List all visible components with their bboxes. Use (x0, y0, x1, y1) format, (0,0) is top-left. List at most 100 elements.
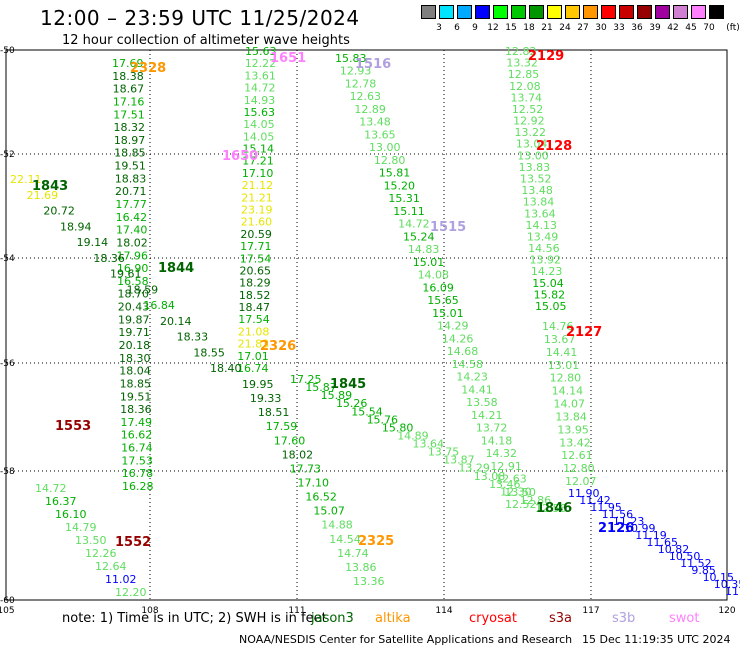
wave-height-reading: 15.76 (367, 413, 399, 426)
wave-height-reading: 14.76 (542, 320, 574, 333)
wave-height-reading: 12.52 (512, 103, 544, 116)
scale-swatch (547, 5, 562, 19)
wave-height-reading: 14.41 (461, 383, 493, 396)
wave-height-reading: 18.94 (60, 220, 92, 233)
wave-height-reading: 17.51 (113, 108, 145, 121)
wave-height-reading: 15.63 (243, 106, 275, 119)
wave-height-reading: 12.93 (340, 65, 372, 78)
scale-label: 3 (436, 23, 442, 33)
pass-time-label: 1846 (536, 501, 572, 516)
page-subtitle: 12 hour collection of altimeter wave hei… (62, 33, 350, 48)
wave-height-reading: 13.64 (413, 438, 445, 451)
wave-height-reading: 10.99 (624, 522, 656, 535)
scale-label: 42 (667, 23, 679, 33)
wave-height-reading: 18.36 (120, 403, 152, 416)
wave-height-reading: 21.21 (241, 191, 272, 204)
footer-note: note: 1) Time is in UTC; 2) SWH is in fe… (62, 611, 327, 626)
wave-height-reading: 12.64 (95, 560, 127, 573)
wave-height-reading: 14.29 (437, 320, 469, 333)
wave-height-reading: 18.47 (239, 301, 270, 314)
scale-label: 33 (613, 23, 625, 33)
scale-label: 6 (454, 23, 460, 33)
wave-height-reading: 15.26 (336, 397, 368, 410)
pass-time-label: 1650 (222, 149, 258, 164)
wave-height-reading: 18.59 (127, 283, 158, 296)
wave-height-reading: 18.85 (114, 147, 146, 160)
pass-time-label: 1553 (55, 419, 91, 434)
latitude-label: -58 (0, 467, 15, 477)
scale-label: 27 (577, 23, 589, 33)
wave-height-reading: 14.05 (243, 130, 275, 143)
pass-time-label: 1515 (430, 220, 466, 235)
wave-height-reading: 21.60 (241, 216, 273, 229)
scale-label: 9 (472, 23, 478, 33)
wave-height-reading: 17.54 (238, 313, 270, 326)
wave-height-reading: 15.11 (393, 205, 425, 218)
wave-height-reading: 18.32 (114, 121, 146, 134)
wave-height-reading: 21.69 (27, 189, 58, 202)
wave-height-reading: 14.72 (35, 482, 67, 495)
wave-height-reading: 12.63 (495, 473, 527, 486)
wave-height-reading: 13.95 (557, 423, 589, 436)
wave-height-reading: 20.18 (119, 339, 150, 352)
scale-swatch (709, 5, 724, 19)
wave-height-reading: 13.08 (474, 470, 506, 483)
wave-height-reading: 18.51 (258, 406, 290, 419)
wave-height-reading: 19.61 (110, 268, 142, 281)
wave-height-reading: 14.74 (337, 547, 369, 560)
wave-height-reading: 19.95 (242, 378, 274, 391)
wave-height-reading: 13.00 (369, 141, 401, 154)
wave-height-reading: 14.13 (525, 219, 557, 232)
wave-height-reading: 12.80 (374, 154, 406, 167)
wave-height-reading: 19.87 (118, 313, 150, 326)
wave-height-reading: 17.59 (266, 420, 298, 433)
wave-height-reading: 15.01 (413, 256, 445, 269)
pass-time-label: 2326 (260, 339, 296, 354)
satellite-altika: altika (375, 611, 411, 626)
wave-height-reading: 16.28 (122, 480, 154, 493)
wave-height-reading: 13.67 (544, 333, 576, 346)
scale-label: 18 (523, 23, 535, 33)
wave-height-reading: 13.84 (555, 410, 587, 423)
wave-height-reading: 12.52 (505, 498, 537, 511)
wave-height-reading: 18.04 (119, 365, 151, 378)
wave-height-reading: 19.51 (114, 160, 146, 173)
wave-height-reading: 20.14 (160, 315, 192, 328)
wave-height-reading: 10.50 (669, 550, 701, 563)
wave-height-reading: 13.72 (476, 422, 508, 435)
wave-height-reading: 15.82 (534, 288, 566, 301)
scale-swatch (475, 5, 490, 19)
scale-label: 39 (649, 23, 661, 33)
scale-swatch (493, 5, 508, 19)
wave-height-reading: 20.71 (115, 185, 147, 198)
scale-swatch (673, 5, 688, 19)
wave-height-reading: 12.08 (509, 80, 541, 93)
wave-height-reading: 11.95 (590, 501, 622, 514)
scale-label: 36 (631, 23, 643, 33)
wave-height-reading: 15.24 (403, 230, 435, 243)
wave-height-reading: 16.62 (121, 429, 152, 442)
satellite-s3a: s3a (549, 611, 573, 626)
wave-height-reading: 12.89 (354, 103, 386, 116)
scale-swatch (511, 5, 526, 19)
wave-height-reading: 19.33 (250, 392, 282, 405)
wave-height-reading: 14.18 (481, 434, 513, 447)
wave-height-reading: 13.22 (515, 126, 547, 139)
wave-height-reading: 17.71 (240, 240, 271, 253)
wave-height-reading: 19.71 (118, 326, 150, 339)
wave-height-reading: 10.15 (703, 571, 735, 584)
wave-height-reading: 14.72 (398, 218, 430, 231)
wave-height-reading: 16.10 (55, 508, 87, 521)
wave-height-reading: 14.21 (471, 409, 503, 422)
wave-height-reading: 17.96 (117, 249, 149, 262)
scale-swatch (529, 5, 544, 19)
scale-unit: (ft) (726, 23, 740, 33)
wave-height-reading: 12.56 (535, 502, 567, 515)
page-title: 12:00 – 23:59 UTC 11/25/2024 (40, 6, 360, 30)
wave-height-reading: 18.29 (239, 277, 271, 290)
wave-height-reading: 21.83 (238, 338, 270, 351)
wave-height-reading: 16.09 (422, 281, 454, 294)
wave-height-reading: 17.16 (113, 95, 145, 108)
wave-height-reading: 14.83 (408, 243, 440, 256)
wave-height-reading: 14.79 (65, 521, 97, 534)
